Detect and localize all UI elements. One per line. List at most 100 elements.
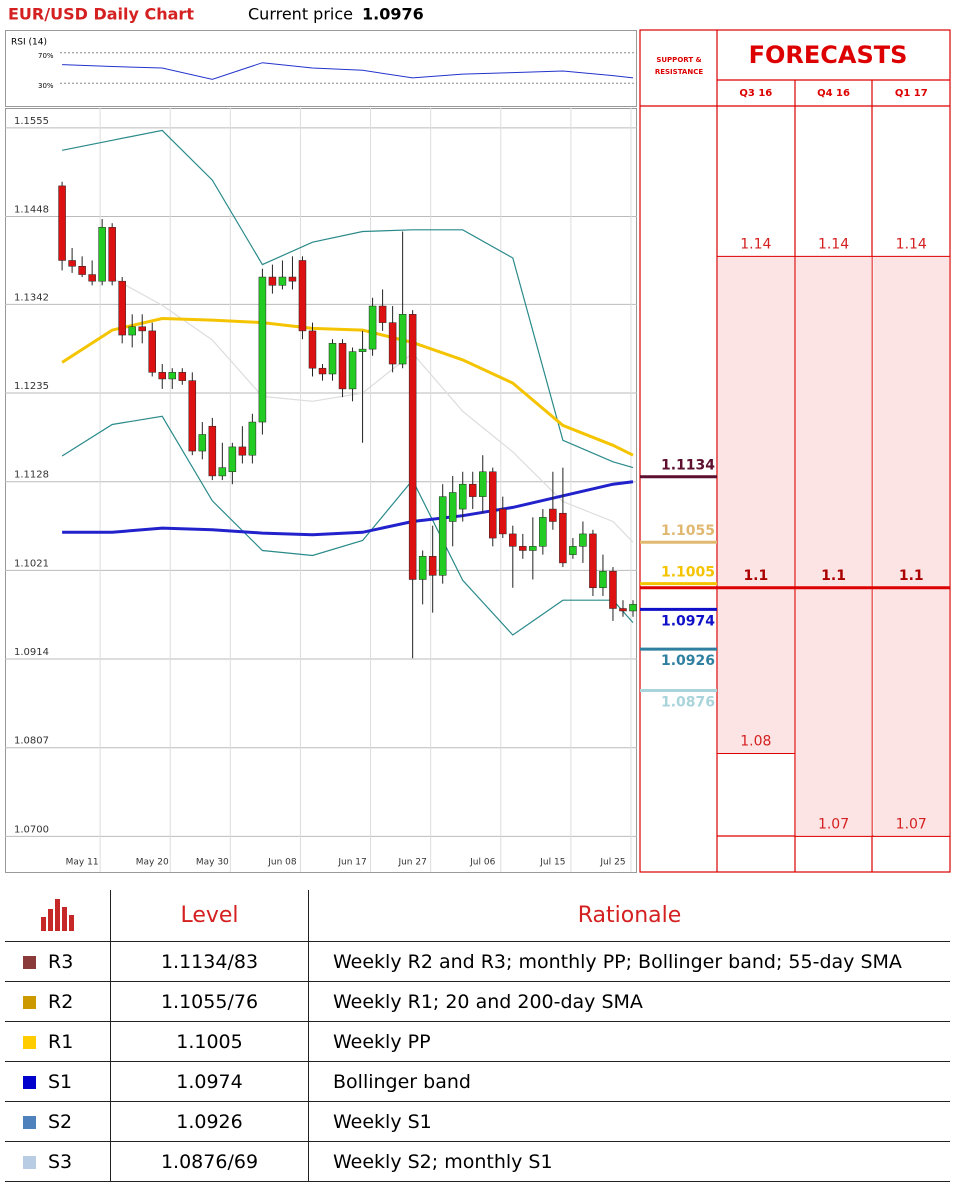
- candle-body: [248, 421, 257, 456]
- table-row: R2 1.1055/76 Weekly R1; 20 and 200-day SMA: [5, 981, 950, 1022]
- table-row: R3 1.1134/83 Weekly R2 and R3; monthly PP;…: [5, 941, 950, 982]
- candle-body: [468, 483, 477, 497]
- x-tick-label: May 20: [136, 858, 169, 868]
- quarter-label: Q1 17: [895, 88, 928, 99]
- quarter-label: Q4 16: [817, 88, 850, 99]
- x-tick-label: Jul 15: [539, 858, 565, 868]
- candle-body: [378, 305, 387, 323]
- row-name: S2: [48, 1110, 73, 1133]
- candle-body: [318, 367, 327, 375]
- candle-body: [428, 556, 437, 576]
- table-header: Level Rationale: [5, 890, 950, 942]
- candle-body: [298, 260, 307, 332]
- table-row: S1 1.0974 Bollinger band: [5, 1061, 950, 1102]
- overlay-line: [111, 277, 634, 543]
- level-label: 1.0876: [661, 695, 715, 711]
- y-tick-label: 1.1448: [14, 205, 49, 216]
- row-name: S3: [48, 1150, 73, 1173]
- candle-body: [288, 276, 297, 282]
- rationale-cell: Bollinger band: [308, 1061, 950, 1102]
- levels-table: Level Rationale R3 1.1134/83 Weekly R2 and…: [5, 890, 950, 1182]
- swatch: [23, 995, 36, 1009]
- candle-body: [208, 425, 217, 477]
- candle-body: [458, 483, 467, 510]
- x-tick-label: Jun 17: [337, 858, 366, 868]
- column-header: Level: [110, 890, 309, 942]
- candle-body: [198, 434, 207, 452]
- y-tick-label: 1.0914: [14, 647, 49, 658]
- level-cell: 1.0926: [110, 1101, 309, 1142]
- candle-body: [328, 343, 337, 375]
- candle-body: [138, 326, 146, 332]
- candle-body: [258, 276, 267, 423]
- candle-body: [609, 570, 617, 609]
- candle-body: [268, 276, 277, 286]
- rationale-cell: Weekly S2; monthly S1: [308, 1141, 950, 1182]
- candle-body: [278, 276, 287, 286]
- candle-body: [368, 305, 377, 350]
- candle-body: [539, 517, 547, 547]
- candle-body: [479, 471, 487, 497]
- rationale-cell: Weekly PP: [308, 1021, 950, 1062]
- row-name: R3: [48, 950, 74, 973]
- candle-body: [358, 348, 367, 352]
- level-cell: 1.1005: [110, 1021, 309, 1062]
- candle-body: [629, 604, 637, 612]
- candle-body: [559, 512, 567, 564]
- forecast-label: 1.14: [818, 236, 849, 252]
- forecasts-title: FORECASTS: [749, 41, 908, 69]
- rationale-cell: Weekly R1; 20 and 200-day SMA: [308, 981, 950, 1022]
- candle-body: [519, 546, 527, 551]
- y-tick-label: 1.0700: [14, 824, 49, 835]
- title: EUR/USD Daily Chart: [8, 5, 194, 24]
- level-cell: 1.1134/83: [110, 941, 309, 982]
- level-label: 1.0974: [661, 613, 715, 629]
- price: 1.0976: [362, 5, 424, 24]
- table-row: R1 1.1005 Weekly PP: [5, 1021, 950, 1062]
- candle-body: [579, 533, 587, 547]
- level-label: 1.1055: [661, 523, 715, 539]
- y-tick-label: 1.0807: [14, 736, 49, 747]
- forecast-range: [718, 256, 794, 754]
- candle-body: [148, 330, 156, 373]
- forecast-label: 1.1: [899, 568, 924, 584]
- y-tick-label: 1.1128: [14, 470, 49, 481]
- level-cell: 1.0974: [110, 1061, 309, 1102]
- x-tick-label: May 30: [196, 858, 229, 868]
- icon-cell: [5, 890, 111, 942]
- overlay-line: [61, 316, 634, 457]
- price-frame: [5, 108, 637, 873]
- forecast-label: 1.1: [743, 568, 768, 584]
- candle-body: [178, 372, 187, 381]
- level-cell: 1.0876/69: [110, 1141, 309, 1182]
- swatch: [23, 1115, 36, 1129]
- candle-body: [128, 326, 136, 336]
- row-name: R2: [48, 990, 74, 1013]
- candle-body: [499, 508, 507, 535]
- row-name: R1: [48, 1030, 74, 1053]
- name-cell: S3: [5, 1141, 111, 1182]
- name-cell: R2: [5, 981, 111, 1022]
- overlay-line: [61, 129, 634, 469]
- quarter-label: Q3 16: [739, 88, 772, 99]
- swatch: [23, 1155, 36, 1169]
- sr-title: SUPPORT & RESISTANCE: [654, 56, 704, 76]
- candle-body: [388, 322, 397, 365]
- candle-body: [418, 556, 427, 580]
- price-label: Current price: [248, 5, 353, 24]
- chart-area: EUR/USD Daily Chart Current price 1.0976…: [5, 5, 951, 873]
- y-tick-label: 1.1342: [14, 292, 49, 303]
- candle-body: [78, 266, 86, 275]
- y-tick-label: 1.1021: [14, 558, 49, 569]
- y-tick-label: 70%: [38, 52, 54, 60]
- candle-body: [599, 570, 607, 589]
- x-tick-label: Jul 06: [469, 858, 495, 868]
- forecast-label: 1.14: [896, 236, 927, 252]
- candle-body: [88, 274, 96, 282]
- name-cell: S1: [5, 1061, 111, 1102]
- forecast-label: 1.07: [818, 816, 849, 832]
- x-tick-label: Jun 27: [397, 858, 426, 868]
- overlay-line: [61, 415, 634, 636]
- bar-icon: [40, 898, 74, 931]
